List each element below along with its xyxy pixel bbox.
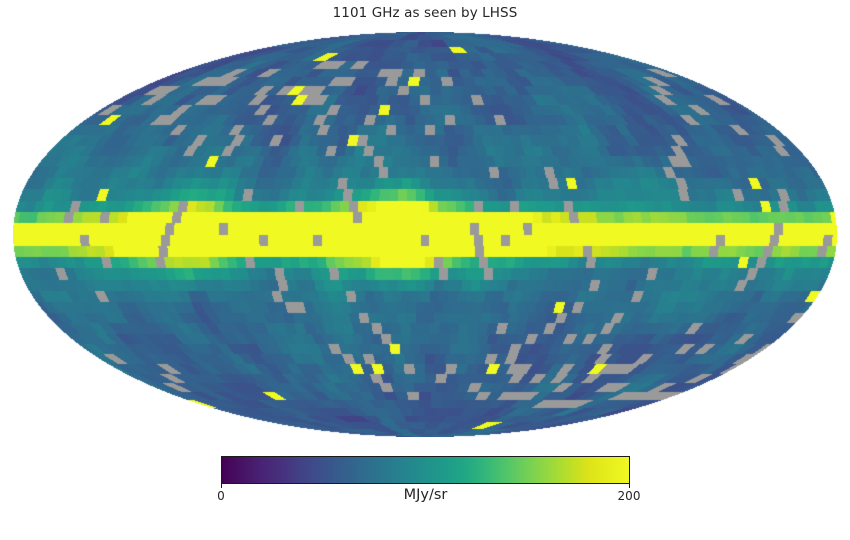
sky-map	[13, 32, 837, 437]
colorbar-tick-max	[629, 484, 630, 488]
colorbar-gradient	[221, 456, 630, 484]
colorbar-label-max: 200	[617, 489, 641, 503]
colorbar-tick-min	[221, 484, 222, 488]
colorbar-label-min: 0	[217, 489, 225, 503]
colorbar: 0 200 MJy/sr	[217, 456, 640, 503]
mollweide-sky-map-canvas	[13, 32, 837, 437]
page-title: 1101 GHz as seen by LHSS	[332, 5, 518, 21]
colorbar-unit-label: MJy/sr	[403, 487, 448, 503]
